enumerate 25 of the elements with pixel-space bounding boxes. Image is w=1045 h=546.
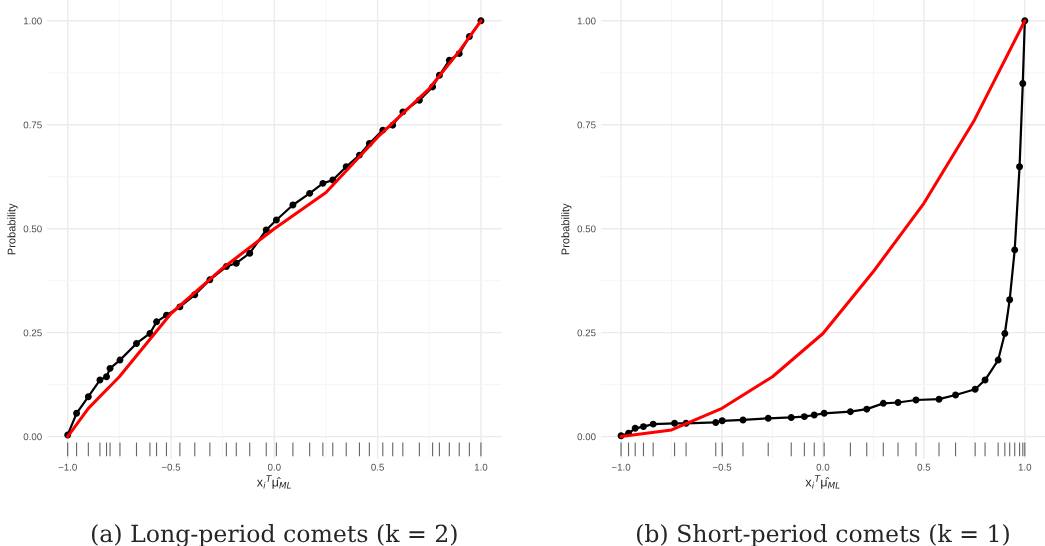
x-tick-label: −0.5 bbox=[161, 463, 181, 471]
y-tick-label: 0.75 bbox=[23, 121, 42, 129]
y-tick-label: 1.00 bbox=[23, 17, 42, 25]
y-axis-title: Probability bbox=[7, 203, 18, 255]
text: (b) Short-period comets (k = 1) bbox=[637, 524, 1009, 546]
y-tick-label: 0.25 bbox=[577, 329, 596, 337]
y-tick-label: 0.75 bbox=[577, 121, 596, 129]
y-tick-label: 0.00 bbox=[23, 433, 42, 441]
y-tick-label: 0.25 bbox=[23, 329, 42, 337]
y-tick-label: 1.00 bbox=[577, 17, 596, 25]
x-tick-label: −1.0 bbox=[611, 463, 631, 471]
y-axis-title: Probability bbox=[561, 203, 572, 255]
x-tick-label: 0.5 bbox=[917, 463, 931, 471]
x-axis-title: x$_{i}$$^{T}$μ̂$_{ML}$ bbox=[256, 475, 291, 489]
y-tick-label: 0.00 bbox=[577, 433, 596, 441]
x-tick-label: −1.0 bbox=[58, 463, 77, 471]
y-tick-label: 0.50 bbox=[577, 225, 596, 233]
x-tick-label: 0.0 bbox=[267, 463, 281, 471]
x-tick-label: 0.5 bbox=[371, 463, 384, 471]
x-tick-label: 1.0 bbox=[1018, 463, 1032, 471]
y-tick-label: 0.50 bbox=[23, 225, 42, 233]
x-tick-label: 0.0 bbox=[816, 463, 830, 471]
x-axis-title: x$_{i}$$^{T}$μ̂$_{ML}$ bbox=[805, 475, 840, 489]
x-tick-label: 1.0 bbox=[474, 463, 488, 471]
x-tick-label: −0.5 bbox=[712, 463, 732, 471]
